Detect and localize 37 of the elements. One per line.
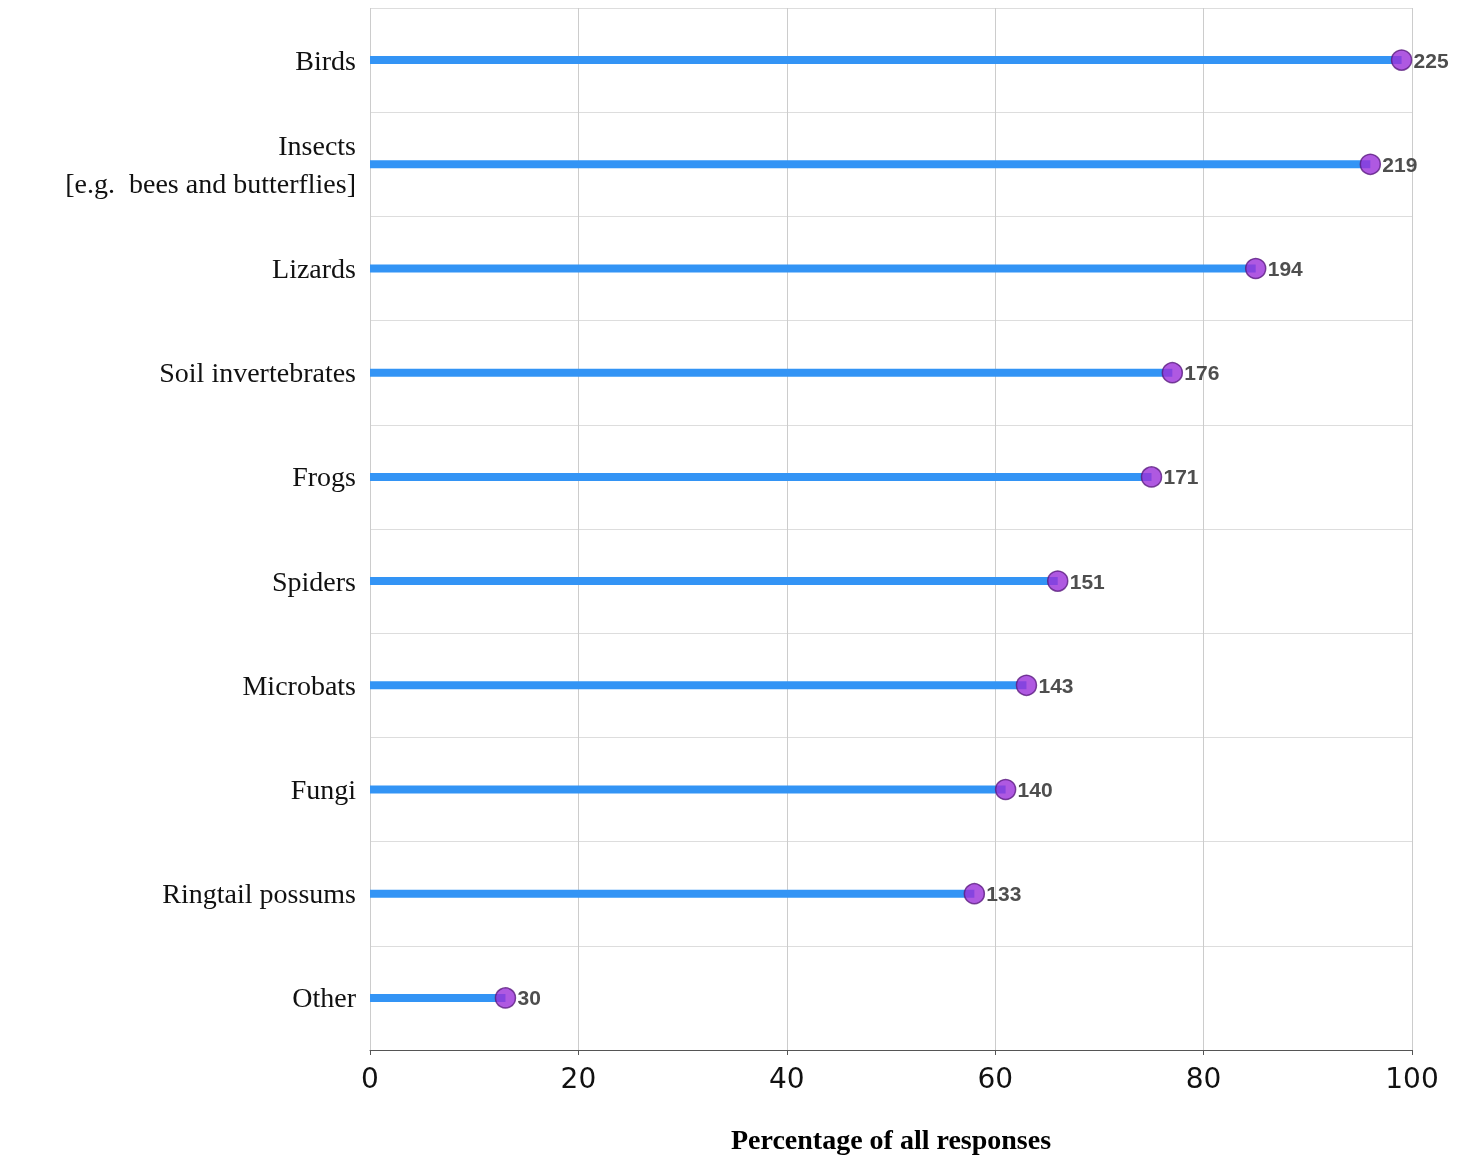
- y-tick-label: Lizards: [272, 253, 356, 284]
- y-tick-label: Birds: [295, 44, 356, 76]
- y-tick-label: Frogs: [292, 461, 356, 493]
- annotation: 143: [1038, 673, 1074, 697]
- y-tick-label: Soil invertebrates: [159, 357, 356, 389]
- annotation: 151: [1069, 569, 1106, 593]
- point: [1140, 466, 1163, 488]
- point: [1390, 49, 1413, 71]
- point: [1046, 570, 1069, 592]
- y-tick-label: Other: [292, 982, 357, 1014]
- x-tick-label: 60: [977, 1061, 1014, 1095]
- annotation: 140: [1017, 778, 1053, 801]
- y-tick-label: Microbats: [242, 669, 356, 701]
- x-axis-title: Percentage of all responses: [730, 1123, 1052, 1155]
- point: [494, 987, 517, 1009]
- annotation: 171: [1163, 465, 1199, 489]
- annotation: 176: [1184, 361, 1220, 385]
- point: [1359, 153, 1382, 176]
- annotation: 194: [1267, 257, 1304, 280]
- x-tick-label: 20: [560, 1061, 597, 1095]
- point: [1161, 361, 1184, 384]
- x-tick-label: 40: [768, 1061, 805, 1095]
- annotation: 30: [517, 986, 541, 1010]
- point: [1244, 257, 1267, 280]
- point: [1015, 674, 1038, 697]
- y-tick-label: Fungi: [290, 774, 357, 805]
- x-tick-label: 100: [1385, 1061, 1439, 1095]
- annotation: 225: [1413, 48, 1449, 72]
- x-tick-label: 0: [361, 1061, 379, 1095]
- x-tick-label: 80: [1185, 1061, 1222, 1095]
- annotation: 133: [986, 882, 1022, 906]
- y-tick-label: Ringtail possums: [162, 878, 356, 910]
- y-tick-label: Insects [e.g. bees and butterflies]: [65, 129, 356, 199]
- point: [963, 882, 986, 905]
- point: [994, 778, 1017, 801]
- annotation: 219: [1382, 152, 1418, 176]
- y-tick-label: Spiders: [272, 565, 356, 597]
